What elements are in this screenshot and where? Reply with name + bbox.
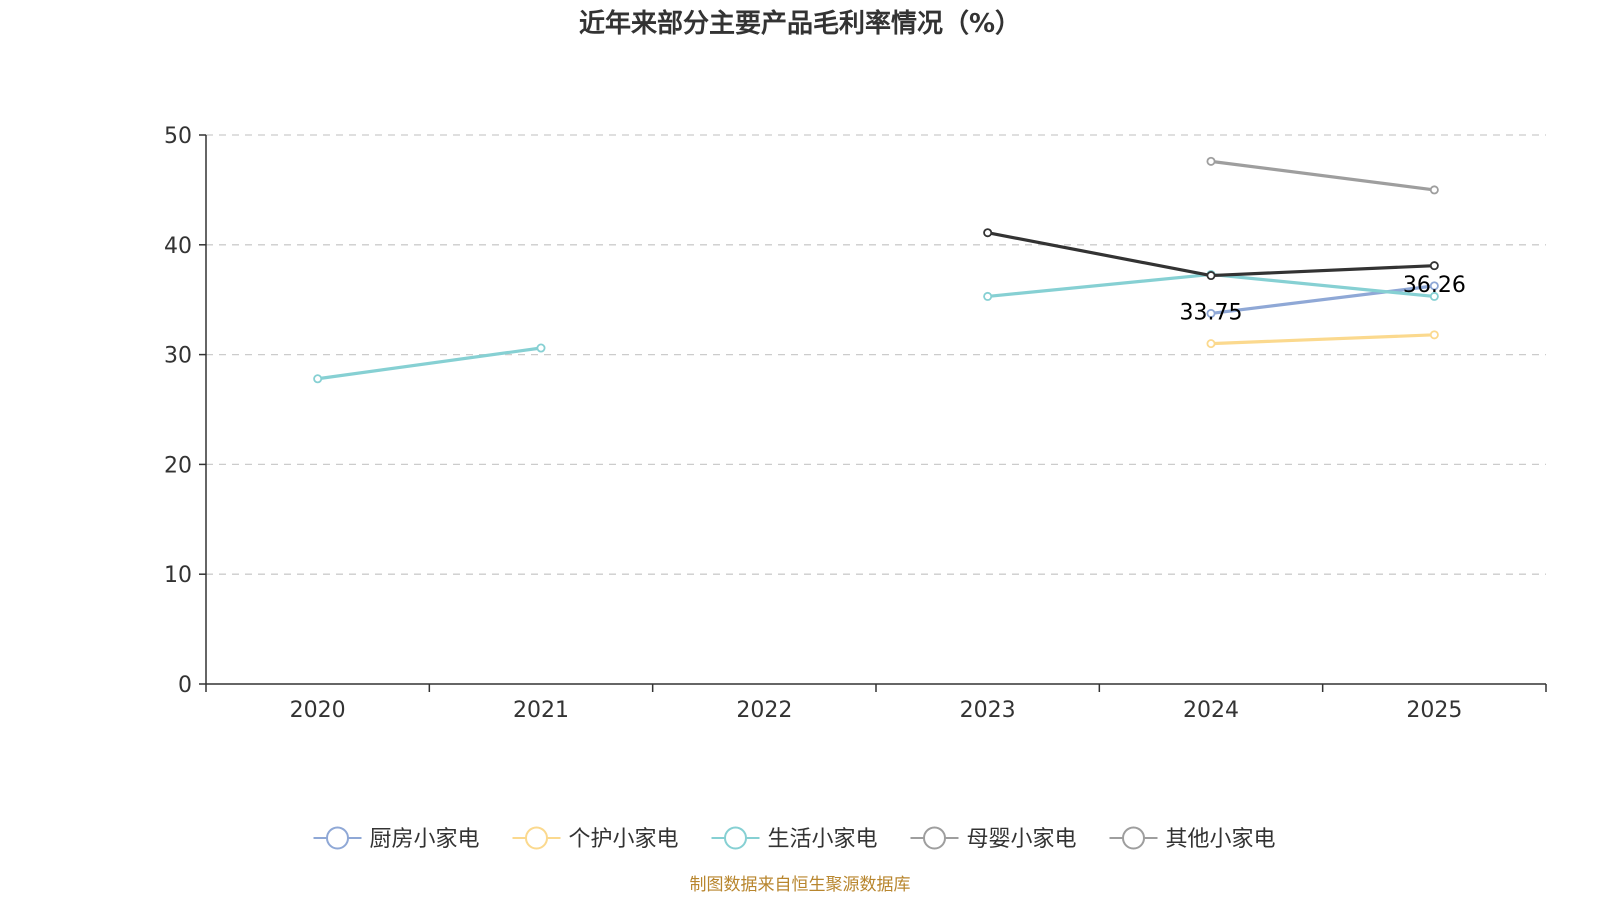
legend-marker xyxy=(724,826,747,850)
data-point[interactable] xyxy=(1206,156,1216,166)
data-point[interactable] xyxy=(1429,291,1439,301)
series-line xyxy=(986,231,1436,278)
x-tick-label: 2023 xyxy=(960,698,1016,723)
data-point[interactable] xyxy=(983,291,993,301)
series-4 xyxy=(983,228,1439,281)
x-tick-label: 2021 xyxy=(513,698,569,723)
y-tick-label: 40 xyxy=(164,234,192,259)
legend-marker xyxy=(923,826,946,850)
data-point[interactable] xyxy=(1206,271,1216,281)
chart-title: 近年来部分主要产品毛利率情况（%） xyxy=(579,8,1021,39)
data-label: 33.75 xyxy=(1180,300,1243,325)
y-tick-label: 0 xyxy=(178,673,192,698)
legend-label: 个护小家电 xyxy=(569,827,679,852)
axes: 0 10 20 30 40 50 2020 2021 2022 2023 2024 2025 xyxy=(164,124,1547,723)
series-line xyxy=(1209,284,1436,316)
data-point[interactable] xyxy=(1429,261,1439,271)
legend-marker xyxy=(1122,826,1145,850)
y-tick-label: 20 xyxy=(164,453,192,478)
series-0 xyxy=(1206,281,1439,318)
data-point[interactable] xyxy=(1429,330,1439,340)
series-2 xyxy=(313,269,1439,384)
legend-item-2[interactable]: 生活小家电 xyxy=(711,826,878,852)
data-point[interactable] xyxy=(1206,339,1216,349)
series-line xyxy=(316,346,543,381)
x-tick-label: 2025 xyxy=(1406,698,1462,723)
source-note: 制图数据来自恒生聚源数据库 xyxy=(690,875,911,895)
legend-label: 母婴小家电 xyxy=(967,827,1077,852)
data-point[interactable] xyxy=(983,228,993,238)
data-label: 36.26 xyxy=(1403,273,1466,298)
series-line xyxy=(1209,333,1436,346)
y-tick-label: 10 xyxy=(164,563,192,588)
legend-label: 其他小家电 xyxy=(1166,827,1276,852)
x-tick-label: 2020 xyxy=(290,698,346,723)
x-tick-label: 2024 xyxy=(1183,698,1239,723)
data-point[interactable] xyxy=(536,343,546,353)
series-line xyxy=(1209,159,1436,192)
series-group xyxy=(313,156,1439,384)
data-point[interactable] xyxy=(313,374,323,384)
legend-item-3[interactable]: 母婴小家电 xyxy=(910,826,1077,852)
series-3 xyxy=(1206,156,1439,195)
data-labels: 33.75 36.26 xyxy=(1180,273,1466,326)
legend-marker xyxy=(525,826,548,850)
legend-label: 生活小家电 xyxy=(768,827,878,852)
legend-item-0[interactable]: 厨房小家电 xyxy=(313,826,480,852)
y-tick-label: 50 xyxy=(164,124,192,149)
data-point[interactable] xyxy=(1429,185,1439,195)
legend-item-1[interactable]: 个护小家电 xyxy=(512,826,679,852)
x-tick-label: 2022 xyxy=(736,698,792,723)
data-point[interactable] xyxy=(1206,308,1216,318)
legend-marker xyxy=(326,826,349,850)
series-1 xyxy=(1206,330,1439,349)
y-tick-label: 30 xyxy=(164,344,192,369)
legend-item-4[interactable]: 其他小家电 xyxy=(1109,826,1276,852)
grid-lines xyxy=(206,134,1546,575)
data-point[interactable] xyxy=(1429,281,1439,291)
legend[interactable]: 厨房小家电 个护小家电 生活小家电 母婴小家电 其他小家电 xyxy=(313,826,1276,852)
legend-label: 厨房小家电 xyxy=(370,827,480,852)
